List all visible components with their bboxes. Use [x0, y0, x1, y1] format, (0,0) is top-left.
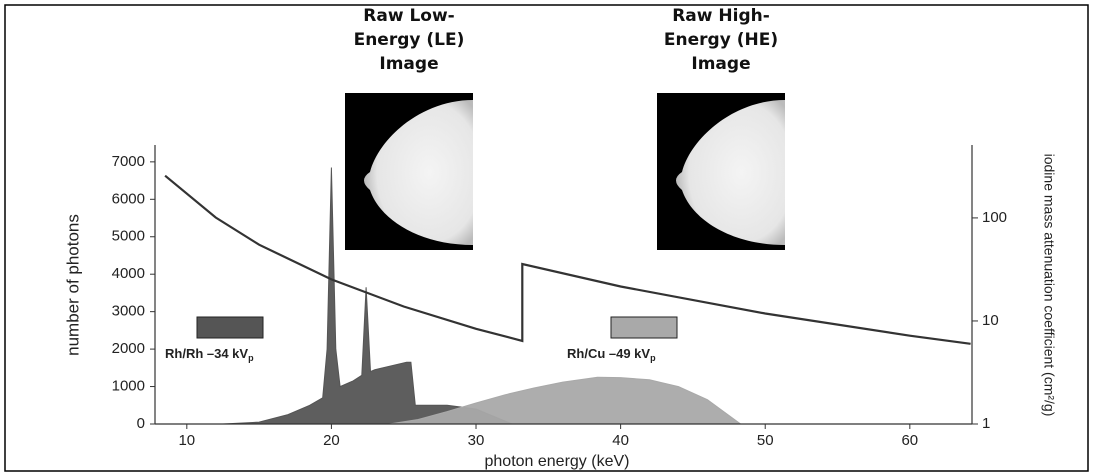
legend-label-text: Rh/Cu –49 kV	[567, 346, 650, 361]
x-tick-label: 20	[323, 432, 340, 449]
le-image	[345, 93, 473, 250]
legend-swatch	[197, 317, 263, 338]
x-tick-label: 60	[901, 432, 918, 449]
x-tick-label: 50	[757, 432, 774, 449]
y-tick-label: 1000	[112, 378, 145, 395]
y2-tick-label: 100	[982, 209, 1007, 226]
attenuation-curve	[165, 176, 971, 344]
legend-label-sub: p	[248, 353, 254, 363]
he-image	[657, 93, 785, 250]
image-title: Image	[379, 54, 438, 74]
y-tick-label: 3000	[112, 303, 145, 320]
y-tick-label: 0	[137, 415, 145, 432]
x-tick-label: 30	[468, 432, 485, 449]
legend-label-text: Rh/Rh –34 kV	[165, 346, 248, 361]
legend-swatch	[611, 317, 677, 338]
x-tick-label: 10	[178, 432, 195, 449]
x-tick-label: 40	[612, 432, 629, 449]
y-tick-label: 5000	[112, 228, 145, 245]
x-axis-label: photon energy (keV)	[485, 453, 630, 470]
y-tick-label: 7000	[112, 153, 145, 170]
y2-tick-label: 1	[982, 415, 990, 432]
y2-axis-label: iodine mass attenuation coefficient (cm²…	[1041, 154, 1057, 417]
y2-tick-label: 10	[982, 312, 999, 329]
image-title: Raw Low-	[363, 6, 454, 26]
y-tick-label: 6000	[112, 190, 145, 207]
y-tick-label: 4000	[112, 265, 145, 282]
image-title: Image	[691, 54, 750, 74]
image-title: Energy (HE)	[664, 30, 778, 50]
image-title: Raw High-	[672, 6, 770, 26]
legend-label: Rh/Cu –49 kVp	[567, 346, 656, 363]
image-title: Energy (LE)	[354, 30, 465, 50]
plot-area	[165, 168, 971, 425]
y-axis-label: number of photons	[63, 214, 82, 356]
y-tick-label: 2000	[112, 340, 145, 357]
legend-label-sub: p	[650, 353, 656, 363]
spectrum-area	[389, 377, 740, 424]
figure: Raw Low- Energy (LE) Image Raw High- Ene…	[0, 0, 1093, 472]
legend-label: Rh/Rh –34 kVp	[165, 346, 254, 363]
